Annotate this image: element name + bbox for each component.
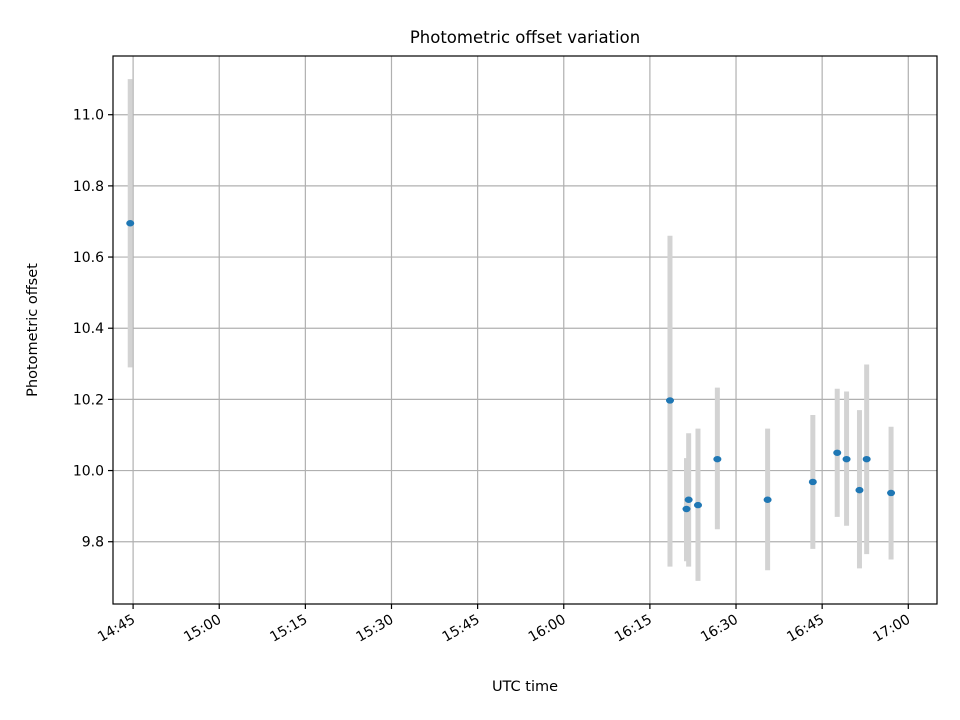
data-point: [862, 455, 871, 463]
y-tick-label: 10.6: [73, 250, 104, 266]
data-point: [665, 397, 674, 404]
data-point: [684, 496, 693, 503]
data-point: [693, 501, 702, 509]
chart-title: Photometric offset variation: [410, 28, 640, 47]
grid-layer: [113, 56, 937, 604]
y-axis-ticks: 9.8 10.0 10.2 10.4 10.6 10.8 11.0: [73, 108, 113, 551]
y-tick-label: 10.4: [73, 321, 104, 337]
y-tick-label: 10.0: [73, 464, 104, 480]
data-point: [842, 455, 851, 463]
data-point: [855, 486, 864, 494]
data-point: [713, 455, 722, 463]
y-tick-label: 10.8: [73, 179, 104, 195]
y-tick-label: 11.0: [73, 108, 104, 124]
data-point: [763, 496, 772, 503]
point-layer: [126, 220, 896, 513]
data-point: [887, 489, 896, 497]
data-point: [808, 478, 817, 486]
y-axis-label: Photometric offset: [25, 263, 41, 397]
plot-frame: [112, 55, 938, 605]
data-point: [833, 449, 842, 456]
data-point: [682, 505, 691, 513]
x-axis-label: UTC time: [492, 679, 558, 695]
y-tick-label: 10.2: [73, 392, 104, 408]
y-tick-label: 9.8: [82, 535, 104, 551]
data-point: [126, 220, 135, 227]
